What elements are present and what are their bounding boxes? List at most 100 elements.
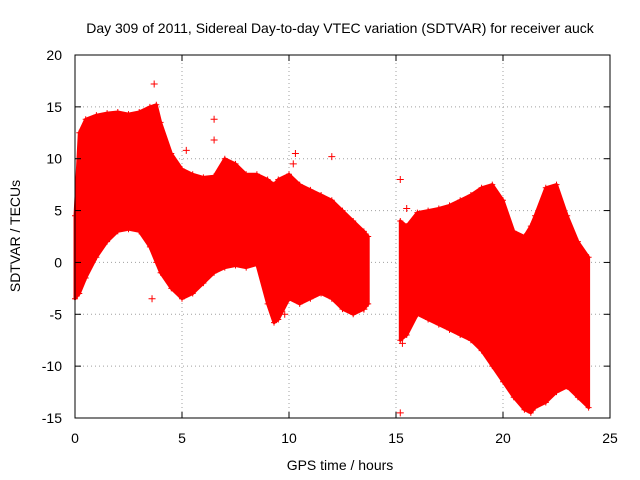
data-point-marker xyxy=(425,316,432,323)
data-point-marker xyxy=(414,209,421,216)
data-point-marker xyxy=(136,109,143,116)
outlier-point xyxy=(210,115,218,123)
data-point-marker xyxy=(179,295,185,302)
x-axis-label: GPS time / hours xyxy=(287,457,394,473)
outlier-point xyxy=(291,150,299,158)
data-point-marker xyxy=(82,116,89,123)
data-point-marker xyxy=(200,280,207,287)
x-tick-label: 20 xyxy=(495,430,511,446)
data-point-marker xyxy=(93,254,100,261)
outlier-point xyxy=(289,160,297,168)
data-point-marker xyxy=(189,171,196,178)
x-tick-label: 0 xyxy=(71,430,79,446)
data-point-marker xyxy=(271,319,278,326)
data-point-marker xyxy=(403,223,410,230)
data-point-marker xyxy=(307,186,314,193)
data-point-marker xyxy=(500,197,506,204)
outlier-point xyxy=(396,175,404,183)
data-point-marker xyxy=(157,119,164,126)
x-tick-label: 15 xyxy=(388,430,404,446)
data-point-marker xyxy=(211,269,218,276)
data-point-marker xyxy=(253,171,260,178)
data-point-marker xyxy=(76,129,83,136)
data-point-marker xyxy=(446,202,453,209)
plot-frame xyxy=(74,54,611,419)
data-point-marker xyxy=(365,300,372,307)
data-point-marker xyxy=(318,192,325,199)
outlier-point xyxy=(403,204,411,212)
data-point-marker xyxy=(360,228,367,235)
data-point-marker xyxy=(478,184,485,191)
data-point-marker xyxy=(232,160,239,167)
data-point-marker xyxy=(414,311,421,318)
axis-tick-labels: 0 5 10 15 20 25 -15 -10 -5 0 5 10 15 20 xyxy=(42,47,618,446)
data-point-marker xyxy=(425,207,432,214)
data-point-marker xyxy=(457,332,464,339)
data-point-marker xyxy=(82,274,89,281)
data-point-marker xyxy=(318,290,325,297)
data-point-marker xyxy=(403,332,410,339)
data-point-marker xyxy=(585,404,592,411)
data-point-marker xyxy=(125,111,132,118)
data-point-marker xyxy=(478,347,485,354)
data-point-marker xyxy=(350,217,357,224)
data-point-marker xyxy=(243,171,250,178)
data-point-marker xyxy=(271,181,278,188)
data-point-marker xyxy=(275,316,282,323)
data-point-marker xyxy=(500,378,506,385)
data-point-marker xyxy=(264,176,271,183)
outlier-point xyxy=(360,305,368,313)
axis-ticks xyxy=(74,54,611,419)
data-point-marker xyxy=(542,184,549,191)
outlier-point xyxy=(398,339,406,347)
data-point-marker xyxy=(189,290,196,297)
data-point-marker xyxy=(510,394,517,401)
data-point-marker xyxy=(211,173,218,180)
data-point-marker xyxy=(339,207,346,214)
outlier-point xyxy=(328,153,336,161)
data-point-marker xyxy=(446,326,453,333)
data-point-marker xyxy=(146,243,153,250)
y-tick-label: 20 xyxy=(46,47,62,63)
data-point-marker xyxy=(521,406,528,413)
data-point-marker xyxy=(104,238,111,245)
data-point-marker xyxy=(179,166,185,173)
data-point-marker xyxy=(542,399,549,406)
data-point-marker xyxy=(114,228,121,235)
data-point-marker xyxy=(467,337,474,344)
y-tick-label: 10 xyxy=(46,151,62,167)
data-point-marker xyxy=(328,197,335,204)
data-point-marker xyxy=(157,269,164,276)
data-point-marker xyxy=(253,261,260,268)
data-point-marker xyxy=(489,363,496,370)
data-point-marker xyxy=(76,290,83,297)
data-point-marker xyxy=(168,150,175,157)
data-point-marker xyxy=(527,409,534,416)
data-point-marker xyxy=(146,103,153,110)
y-tick-label: -5 xyxy=(50,306,63,322)
data-point-marker xyxy=(467,192,474,199)
data-point-marker xyxy=(221,264,228,271)
data-point-marker xyxy=(350,311,357,318)
y-tick-label: 0 xyxy=(54,254,62,270)
outlier-point xyxy=(182,146,190,154)
data-point-marker xyxy=(532,404,539,411)
data-point-marker xyxy=(457,197,464,204)
data-point-marker xyxy=(553,389,560,396)
data-point-marker xyxy=(435,205,442,212)
grid-lines xyxy=(75,55,610,418)
data-point-marker xyxy=(114,109,121,116)
data-point-marker xyxy=(397,217,404,224)
outlier-point xyxy=(210,136,218,144)
data-point-marker xyxy=(104,110,111,117)
data-point-marker xyxy=(232,262,239,269)
data-point-marker xyxy=(328,295,335,302)
outlier-point xyxy=(396,409,404,417)
data-point-marker xyxy=(200,174,207,181)
data-point-marker xyxy=(553,181,560,188)
data-point-marker xyxy=(527,223,534,230)
data-point-marker xyxy=(521,233,528,240)
outlier-point xyxy=(150,80,158,88)
data-point-marker xyxy=(153,259,160,266)
